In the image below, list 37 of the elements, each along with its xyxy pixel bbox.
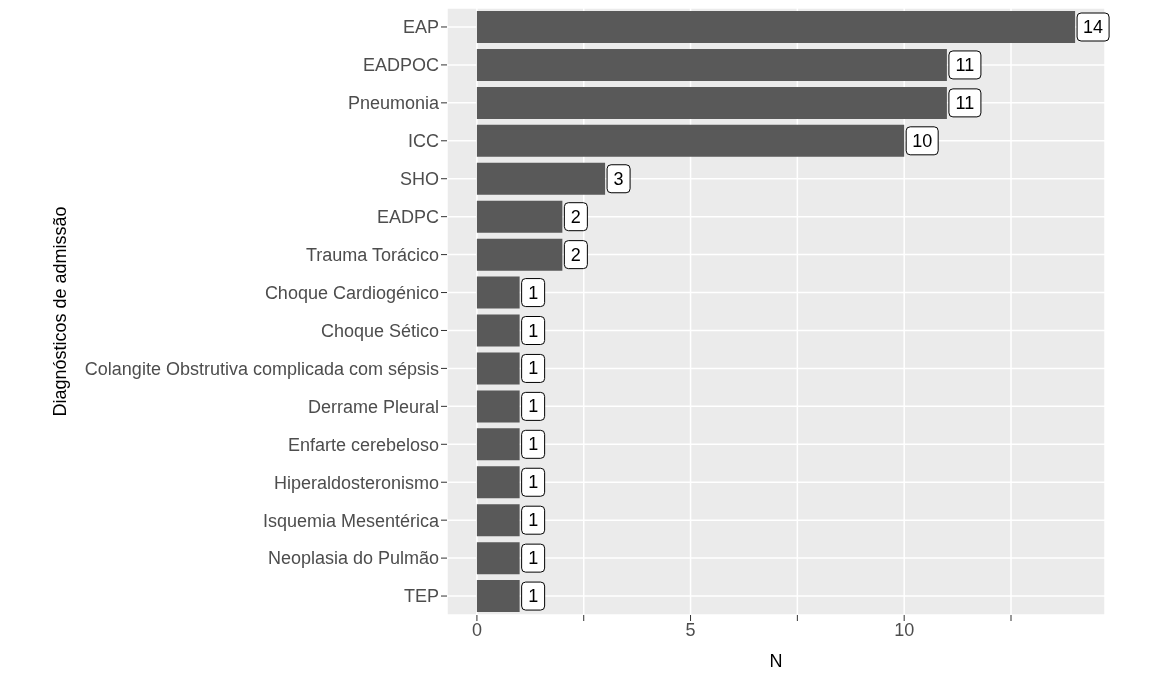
y-tick-label: SHO (399, 169, 439, 190)
data-label: 1 (528, 358, 539, 379)
y-tick-label: EADPOC (362, 55, 439, 76)
y-tick-label: ICC (408, 131, 439, 152)
data-label: 1 (528, 510, 539, 531)
y-tick-label: Pneumonia (347, 93, 440, 114)
data-label: 1 (528, 396, 539, 417)
x-tick-label: 0 (471, 619, 482, 640)
y-tick-label: Enfarte cerebeloso (287, 434, 439, 455)
x-axis-title: N (769, 651, 783, 671)
data-label: 1 (528, 548, 539, 569)
y-tick-label: Hiperaldosteronismo (273, 472, 439, 493)
y-tick-label: Neoplasia do Pulmão (267, 548, 439, 569)
y-axis-title: Diagnósticos de admissão (50, 206, 71, 417)
data-label: 14 (1083, 17, 1104, 37)
data-label: 1 (528, 472, 539, 493)
y-tick-label: TEP (403, 586, 439, 607)
y-tick-label: Derrame Pleural (307, 396, 439, 417)
y-tick-label: Choque Sético (320, 320, 439, 341)
data-label: 11 (955, 54, 975, 75)
data-label: 2 (570, 244, 581, 265)
y-tick-label: EADPC (376, 207, 439, 228)
x-tick-label: 10 (894, 619, 915, 640)
data-label: 1 (528, 586, 539, 607)
y-tick-label: Choque Cardiogénico (264, 282, 439, 303)
data-label: 10 (912, 130, 933, 151)
data-label: 1 (528, 320, 539, 341)
y-tick-label: Trauma Torácico (305, 244, 439, 265)
data-label: 1 (528, 282, 539, 303)
data-label: 2 (570, 206, 581, 227)
data-label: 1 (528, 434, 539, 455)
y-tick-label: Colangite Obstrutiva complicada com sépsis (84, 358, 439, 379)
x-tick-label: 5 (685, 619, 696, 640)
y-tick-label: Isquemia Mesentérica (262, 510, 440, 531)
data-label: 3 (613, 168, 624, 189)
data-label: 11 (955, 92, 975, 113)
y-tick-label: EAP (402, 17, 439, 38)
